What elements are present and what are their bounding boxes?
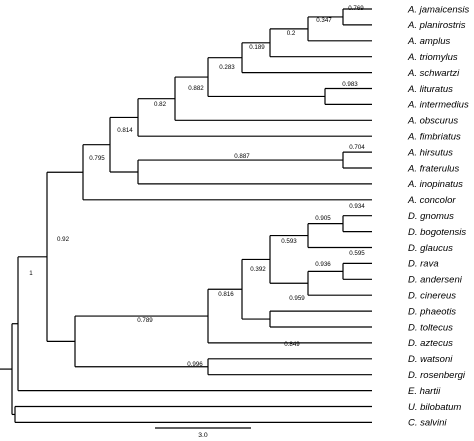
support-value-n13: 0.934: [349, 203, 365, 210]
support-value-n8: 0.82: [154, 101, 167, 108]
support-value-n25: 0.996: [187, 361, 203, 368]
support-value-n14: 0.905: [315, 215, 331, 222]
taxon-label: D. bogotensis: [408, 227, 466, 238]
taxon-label: A. hirsutus: [407, 147, 453, 158]
scale-bar: 3.0: [155, 427, 251, 439]
taxon-label: D. rava: [408, 259, 439, 270]
taxon-label: D. glaucus: [408, 243, 453, 254]
support-value-n10: 0.887: [234, 153, 250, 160]
support-value-n16: 0.936: [315, 261, 331, 268]
support-value-n2: 0.347: [316, 17, 332, 24]
support-value-n22: 0.789: [137, 317, 153, 324]
support-value-n21: 0.849: [284, 341, 300, 348]
taxon-label: D. rosenbergi: [408, 370, 466, 381]
support-value-n12: 0.795: [89, 155, 105, 162]
support-value-n18: 0.959: [289, 295, 305, 302]
taxon-label: U. bilobatum: [408, 402, 461, 413]
taxon-label: A. lituratus: [407, 84, 453, 95]
support-value-n4: 0.189: [249, 44, 265, 51]
taxon-label: A. concolor: [407, 195, 456, 206]
support-value-n17: 0.593: [281, 238, 297, 245]
taxon-label: D. aztecus: [408, 338, 453, 349]
taxon-label: A. intermedius: [407, 100, 469, 111]
support-value-n3: 0.2: [287, 30, 296, 37]
taxon-label: E. hartii: [408, 386, 441, 397]
taxon-label: D. anderseni: [408, 275, 463, 286]
support-value-n19: 0.392: [250, 266, 266, 273]
taxon-label: A. schwartzi: [407, 68, 460, 79]
support-value-n23: 0.92: [57, 236, 70, 243]
taxon-label: D. phaeotis: [408, 306, 456, 317]
support-value-n1: 0.769: [348, 5, 364, 12]
taxon-labels: A. jamaicensis A. planirostris A. amplus A.…: [407, 4, 469, 428]
tree-branches: [0, 8, 372, 423]
taxon-label: A. obscurus: [407, 116, 458, 127]
taxon-label: C. salvini: [408, 418, 447, 429]
support-value-n24: 1: [29, 270, 33, 277]
support-value-n5: 0.983: [342, 81, 358, 88]
taxon-label: A. triomylus: [407, 52, 458, 63]
scale-bar-label: 3.0: [198, 432, 208, 439]
support-value-n6: 0.283: [219, 64, 235, 71]
taxon-label: D. toltecus: [408, 322, 453, 333]
taxon-label: D. gnomus: [408, 211, 454, 222]
support-value-n11: 0.814: [117, 127, 133, 134]
support-value-n9: 0.704: [349, 144, 365, 151]
taxon-label: A. amplus: [407, 36, 450, 47]
taxon-label: A. inopinatus: [407, 179, 463, 190]
support-values: 0.769 0.347 0.2 0.189 0.983 0.283 0.882 0.82 0.7…: [29, 5, 365, 368]
support-value-n15: 0.595: [349, 250, 365, 257]
taxon-label: A. planirostris: [407, 20, 466, 31]
taxon-label: D. watsoni: [408, 354, 453, 365]
support-value-n20: 0.816: [218, 291, 234, 298]
taxon-label: A. jamaicensis: [407, 4, 469, 15]
support-value-n7: 0.882: [188, 85, 204, 92]
taxon-label: A. fimbriatus: [407, 132, 461, 143]
taxon-label: A. fraterulus: [407, 163, 459, 174]
taxon-label: D. cinereus: [408, 291, 456, 302]
